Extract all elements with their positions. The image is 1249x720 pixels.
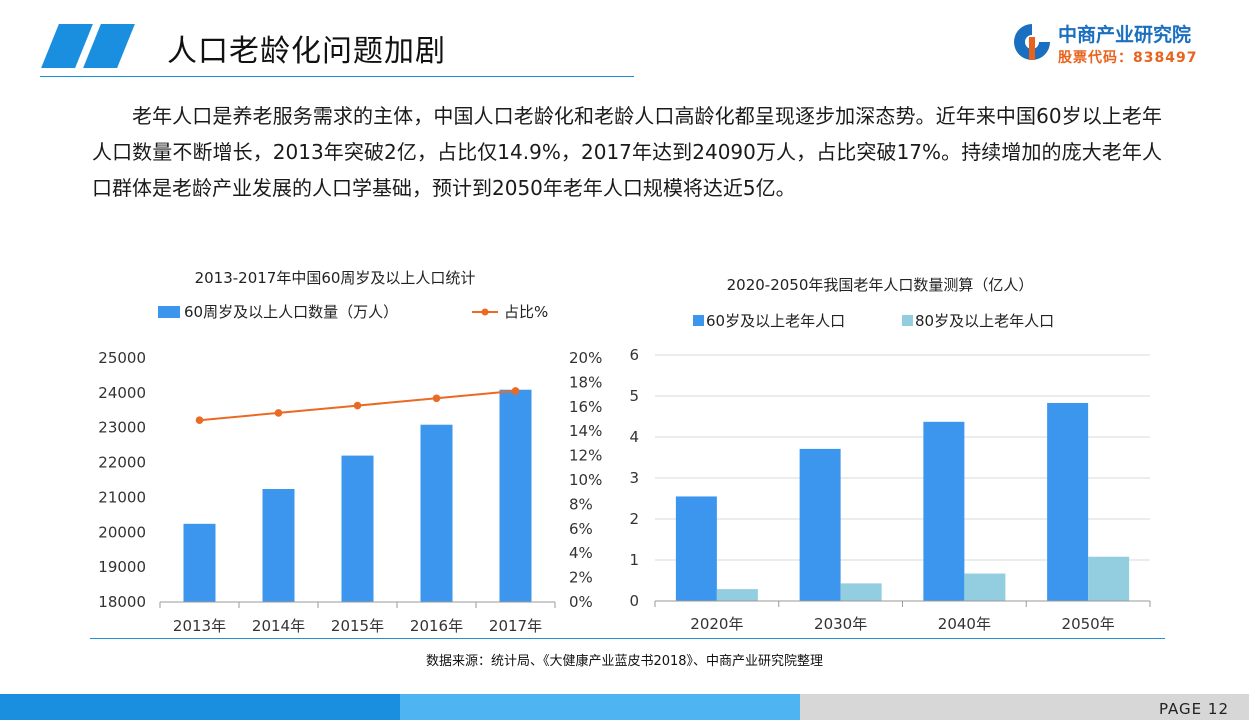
footer-bar (0, 694, 1249, 720)
chart1-y2-tick-label: 4% (569, 544, 593, 562)
chart1-share-point (274, 409, 283, 417)
chart1-bar (341, 455, 374, 602)
chart1-y-tick-label: 23000 (98, 419, 146, 437)
chart1-bar (420, 424, 453, 602)
chart1-y2-tick-label: 16% (569, 398, 602, 416)
chart1-share-point (511, 387, 520, 395)
chart2-bar-80plus (964, 573, 1006, 601)
chart2-y-tick-label: 6 (629, 346, 639, 364)
footer-segment (800, 694, 1249, 720)
chart1-y2-tick-label: 0% (569, 593, 593, 611)
chart1-y-tick-label: 25000 (98, 349, 146, 367)
footer-segment (400, 694, 800, 720)
logo-name: 中商产业研究院 (1058, 24, 1192, 46)
chart2-bar-80plus (840, 583, 882, 601)
chart1-bar (262, 488, 295, 602)
chart1-share-point (432, 394, 441, 403)
chart1-x-tick-label: 2016年 (410, 617, 463, 635)
chart2-title: 2020-2050年我国老年人口数量测算（亿人） (727, 276, 1034, 294)
page-number: PAGE 12 (1158, 700, 1229, 718)
chart1-y-tick-label: 21000 (98, 488, 146, 506)
title-underline (40, 76, 634, 77)
chart2-bar-60plus (799, 448, 841, 601)
intro-paragraph: 老年人口是养老服务需求的主体，中国人口老龄化和老龄人口高龄化都呈现逐步加深态势。… (92, 104, 1162, 200)
chart2-bar-60plus (675, 496, 717, 601)
chart2-y-tick-label: 5 (629, 387, 639, 405)
chart1-x-tick-label: 2015年 (331, 617, 384, 635)
footer-segment (0, 694, 400, 720)
chart2-y-tick-label: 1 (629, 551, 639, 569)
chart2-bar-80plus (716, 589, 758, 601)
chart1-y2-tick-label: 8% (569, 495, 593, 513)
chart1-y2-tick-label: 20% (569, 349, 602, 367)
chart1-y2-tick-label: 14% (569, 422, 602, 440)
chart1-y-tick-label: 22000 (98, 454, 146, 472)
chart2-y-tick-label: 4 (629, 428, 639, 446)
chart1-x-tick-label: 2017年 (489, 617, 542, 635)
chart1-y2-tick-label: 6% (569, 520, 593, 538)
chart2-legend-80-swatch (902, 315, 913, 326)
chart2-bar-80plus (1088, 556, 1130, 601)
chart1-y2-tick-label: 18% (569, 373, 602, 391)
chart1-legend: 60周岁及以上人口数量（万人） 占比% (158, 303, 548, 321)
chart1-y2-tick-label: 10% (569, 471, 602, 489)
chart1-y-tick-label: 18000 (98, 593, 146, 611)
data-source-note: 数据来源：统计局、《大健康产业蓝皮书2018》、中商产业研究院整理 (425, 654, 824, 669)
chart1-title: 2013-2017年中国60周岁及以上人口统计 (195, 269, 476, 287)
chart1-share-point (195, 416, 204, 425)
chart2-legend: 60岁及以上老年人口 80岁及以上老年人口 (693, 312, 1054, 330)
chart2-legend-60-swatch (693, 315, 704, 326)
chart1-y-tick-label: 20000 (98, 523, 146, 541)
chart2-x-tick-label: 2030年 (814, 615, 867, 633)
chart2-x-tick-label: 2050年 (1062, 615, 1115, 633)
chart1-y2-tick-label: 12% (569, 447, 602, 465)
chart2-y-tick-label: 2 (629, 510, 639, 528)
source-divider (90, 638, 1165, 639)
chart2-legend-80-label: 80岁及以上老年人口 (915, 312, 1054, 330)
chart2-x-tick-label: 2040年 (938, 615, 991, 633)
chart1-y-tick-label: 24000 (98, 384, 146, 402)
chart1-share-point (353, 401, 362, 410)
chart1-bar (183, 523, 216, 602)
chart1-x-tick-label: 2013年 (173, 617, 226, 635)
chart2-y-tick-label: 3 (629, 469, 639, 487)
chart2-bar-60plus (1047, 402, 1089, 601)
chart2-bar-60plus (923, 421, 965, 601)
chart1-legend-bar-swatch (158, 306, 180, 318)
logo-mark-icon (1014, 24, 1050, 60)
chart1-legend-line-label: 占比% (504, 303, 548, 321)
company-logo: 中商产业研究院 股票代码：838497 (1012, 20, 1222, 70)
page-title: 人口老龄化问题加剧 (167, 34, 446, 69)
chart1-y2-tick-label: 2% (569, 569, 593, 587)
chart2-legend-60-label: 60岁及以上老年人口 (706, 312, 845, 330)
chart1-legend-bar-label: 60周岁及以上人口数量（万人） (184, 303, 398, 321)
chart1-bar (499, 389, 532, 602)
chart2-x-tick-label: 2020年 (690, 615, 743, 633)
chart1-x-tick-label: 2014年 (252, 617, 305, 635)
logo-stock-code: 股票代码：838497 (1058, 50, 1198, 66)
chart1-y-tick-label: 19000 (98, 558, 146, 576)
chart1-legend-line-marker (481, 308, 489, 316)
chart2-y-tick-label: 0 (629, 592, 639, 610)
